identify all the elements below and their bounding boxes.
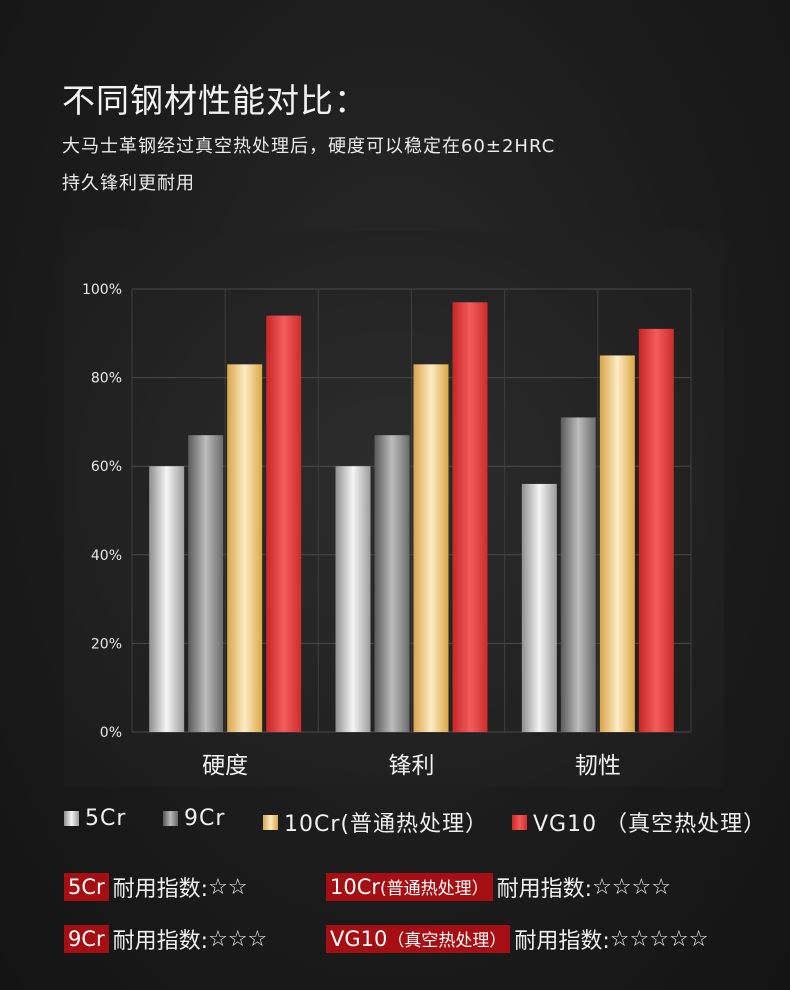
rating-stars-vg10: ☆☆☆☆☆ [609,926,709,952]
bar-vg10-3 [638,328,674,732]
legend-label-9cr: 9Cr [184,806,226,831]
bar-9cr-2 [374,435,410,732]
chart-legend: 5Cr 9Cr 10Cr(普通热处理） VG10 （真空热处理） [0,806,790,838]
x-category-label: 韧性 [575,753,621,779]
rating-tag-10cr-suffix: (普通热处理） [380,879,489,899]
bar-10cr-1 [227,364,263,732]
rating-stars-9cr: ☆☆☆ [208,926,268,952]
legend-item-10cr: 10Cr(普通热处理） [263,806,488,838]
legend-swatch-vg10 [512,814,527,830]
rating-tag-vg10: VG10（真空热处理） [326,925,511,953]
rating-vg10: VG10（真空热处理） 耐用指数: ☆☆☆☆☆ [326,923,708,955]
y-tick-label: 100% [82,282,122,298]
legend-item-9cr: 9Cr [163,806,225,831]
rating-10cr: 10Cr(普通热处理） 耐用指数: ☆☆☆☆ [326,871,671,903]
description-line-1: 大马士革钢经过真空热处理后，硬度可以稳定在60±2HRC [62,136,556,157]
rating-label: 耐用指数: [514,929,610,954]
rating-label: 耐用指数: [496,877,593,902]
legend-swatch-9cr [163,811,178,826]
rating-stars-5cr: ☆☆ [208,874,248,900]
y-tick-label: 80% [91,371,122,387]
bar-9cr-1 [188,435,224,732]
rating-tag-vg10-suffix: （真空热处理） [387,931,507,951]
bar-10cr-2 [413,364,449,732]
rating-tag-9cr: 9Cr [64,925,109,953]
y-tick-label: 0% [100,725,122,741]
x-category-label: 锋利 [389,753,435,779]
bar-vg10-2 [452,302,488,732]
rating-stars-10cr: ☆☆☆☆ [592,874,671,900]
legend-swatch-5cr [64,811,79,826]
bar-chart: 0% 20% 40% 60% 80% 100% 硬度 锋利 韧性 [82,282,692,779]
y-tick-label: 20% [91,636,122,652]
rating-5cr: 5Cr 耐用指数: ☆☆ [64,871,248,903]
bar-vg10-1 [266,315,302,732]
rating-label: 耐用指数: [112,929,209,954]
rating-tag-5cr: 5Cr [64,873,109,901]
y-tick-label: 60% [91,459,122,475]
legend-label-vg10: VG10 （真空热处理） [533,812,767,837]
bar-5cr-3 [521,483,557,732]
rating-tag-10cr-name: 10Cr [330,875,381,899]
rating-tag-vg10-name: VG10 [330,927,388,951]
legend-swatch-10cr [263,814,278,830]
legend-item-5cr: 5Cr [64,806,126,831]
chart-panel: 0% 20% 40% 60% 80% 100% 硬度 锋利 韧性 [64,231,724,787]
y-tick-label: 40% [91,548,122,564]
legend-label-10cr: 10Cr(普通热处理） [284,812,488,837]
rating-tag-10cr: 10Cr(普通热处理） [326,873,493,901]
legend-item-vg10: VG10 （真空热处理） [512,806,766,838]
bar-5cr-1 [149,466,185,732]
bar-9cr-3 [560,417,596,732]
page-title: 不同钢材性能对比： [62,81,368,120]
x-axis-labels: 硬度 锋利 韧性 [202,753,621,779]
bars [149,302,674,732]
grid-layer [131,288,692,733]
x-category-label: 硬度 [202,753,248,779]
bar-10cr-3 [599,355,635,732]
description-line-2: 持久锋利更耐用 [62,173,195,194]
rating-9cr: 9Cr 耐用指数: ☆☆☆ [64,923,267,955]
legend-label-5cr: 5Cr [85,806,127,831]
rating-label: 耐用指数: [112,877,209,902]
bar-5cr-2 [335,466,371,732]
y-axis-ticks: 0% 20% 40% 60% 80% 100% [82,282,122,741]
